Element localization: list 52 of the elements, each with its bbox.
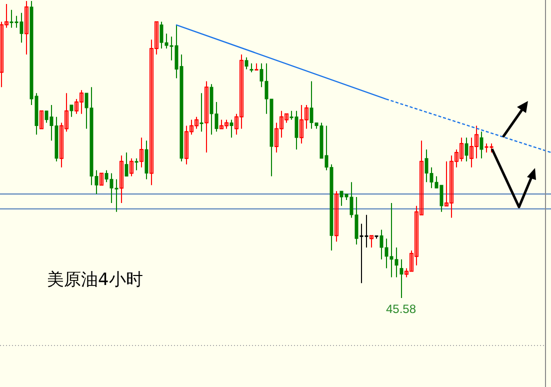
candlestick: [140, 137, 144, 168]
candlestick: [400, 258, 404, 298]
candlestick: [274, 122, 278, 153]
annotation: 美原油4小时: [47, 270, 143, 290]
candlestick: [190, 119, 194, 136]
candlestick: [280, 110, 284, 138]
candlestick: [74, 98, 78, 114]
candlestick: [240, 54, 244, 130]
candlestick: [254, 62, 258, 71]
candlestick: [450, 154, 454, 218]
candlestick: [224, 119, 228, 130]
candlestick: [130, 158, 134, 177]
candlestick: [220, 119, 224, 130]
candlestick: [0, 21, 4, 88]
candlestick: [244, 56, 248, 70]
candlestick: [420, 140, 424, 216]
candlestick: [4, 3, 8, 28]
candlestick: [480, 131, 484, 159]
candlestick: [200, 92, 204, 132]
candlestick: [120, 154, 124, 204]
candlestick: [370, 235, 374, 248]
candlestick: [474, 125, 478, 159]
candlestick: [230, 119, 234, 138]
candlestick: [80, 90, 84, 114]
candlestick: [64, 92, 68, 132]
candlestick: [150, 39, 154, 186]
candlestick: [184, 125, 188, 165]
candlestick: [404, 268, 408, 278]
candlestick: [70, 104, 74, 118]
candlestick: [134, 158, 138, 171]
candlestick: [470, 137, 474, 168]
candlestick: [204, 80, 208, 153]
candlestick: [414, 205, 418, 266]
candlestick: [60, 122, 64, 168]
candlestick: [410, 250, 414, 272]
candlestick: [40, 110, 44, 130]
candlestick: [144, 140, 148, 180]
candlestick: [100, 172, 104, 186]
candlestick: [300, 104, 304, 144]
candlestick: [24, 0, 28, 55]
candlestick: [124, 152, 128, 177]
candlestick: [234, 113, 238, 136]
candlestick: [460, 137, 464, 162]
candlestick: [464, 137, 468, 162]
candlestick: [444, 160, 448, 206]
candlestick: [154, 21, 158, 55]
candlestick: [334, 190, 338, 242]
candlestick: [194, 116, 198, 130]
candlestick: [304, 104, 308, 130]
candlestick: [284, 113, 288, 124]
annotation: 45.58: [386, 302, 416, 316]
candlestick: [454, 149, 458, 168]
